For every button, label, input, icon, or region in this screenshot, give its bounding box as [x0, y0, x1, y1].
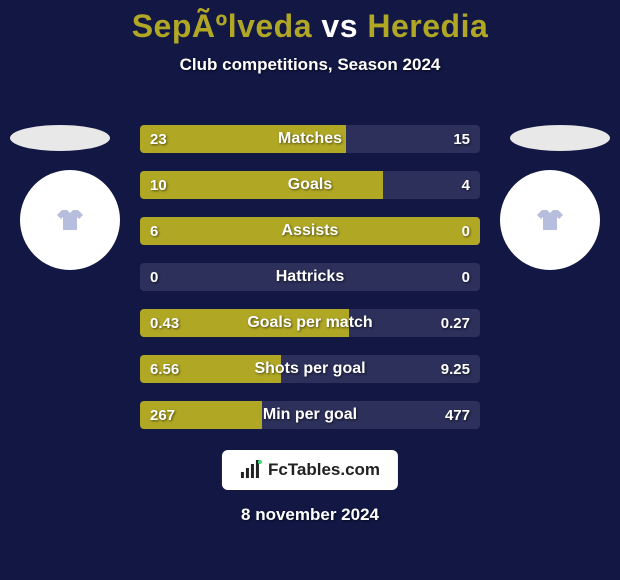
stat-value-left: 6.56: [140, 355, 189, 383]
stat-value-left: 10: [140, 171, 177, 199]
page-title: SepÃºlveda vs Heredia: [0, 0, 620, 45]
stat-value-right: 9.25: [431, 355, 480, 383]
stat-value-left: 0.43: [140, 309, 189, 337]
stat-value-left: 0: [140, 263, 168, 291]
team-badge-right: [500, 170, 600, 270]
jersey-icon: [56, 208, 84, 232]
brand-text: FcTables.com: [268, 460, 380, 480]
avatar-placeholder-right: [510, 125, 610, 151]
stat-value-right: 15: [443, 125, 480, 153]
stat-value-right: 477: [435, 401, 480, 429]
stat-value-right: 0: [452, 217, 480, 245]
subtitle: Club competitions, Season 2024: [0, 55, 620, 75]
stat-value-right: 0: [452, 263, 480, 291]
stat-row: Min per goal267477: [140, 401, 480, 429]
vs-separator: vs: [321, 8, 358, 44]
stat-row: Goals104: [140, 171, 480, 199]
brand-badge: FcTables.com: [222, 450, 398, 490]
stat-value-left: 6: [140, 217, 168, 245]
footer-date: 8 november 2024: [0, 505, 620, 525]
comparison-card: SepÃºlveda vs Heredia Club competitions,…: [0, 0, 620, 580]
bar-background: [140, 263, 480, 291]
stat-row: Shots per goal6.569.25: [140, 355, 480, 383]
stat-row: Goals per match0.430.27: [140, 309, 480, 337]
bar-fill-left: [140, 217, 480, 245]
player-right-name: Heredia: [367, 8, 488, 44]
stat-value-left: 23: [140, 125, 177, 153]
stat-row: Hattricks00: [140, 263, 480, 291]
chart-icon: [240, 460, 262, 480]
avatar-placeholder-left: [10, 125, 110, 151]
team-badge-left: [20, 170, 120, 270]
stat-value-right: 4: [452, 171, 480, 199]
jersey-icon: [536, 208, 564, 232]
stat-row: Matches2315: [140, 125, 480, 153]
stat-value-left: 267: [140, 401, 185, 429]
stat-value-right: 0.27: [431, 309, 480, 337]
player-left-name: SepÃºlveda: [132, 8, 312, 44]
stat-row: Assists60: [140, 217, 480, 245]
stats-bars: Matches2315Goals104Assists60Hattricks00G…: [140, 125, 480, 447]
